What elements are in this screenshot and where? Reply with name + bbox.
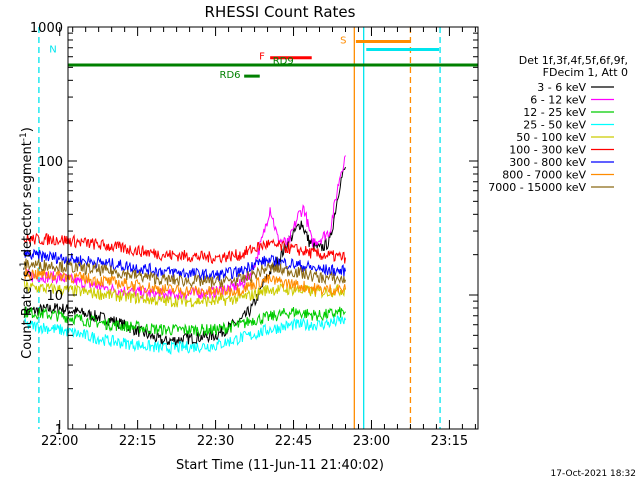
x-tick-label-1: 22:00 bbox=[41, 434, 78, 449]
legend-entry-1: 6 - 12 keV bbox=[530, 94, 586, 107]
legend: Det 1f,3f,4f,5f,6f,9f,FDecim 1, Att 0 3 -… bbox=[488, 54, 628, 194]
series-line-0 bbox=[23, 166, 346, 346]
series-line-1 bbox=[23, 155, 346, 301]
series-line-3 bbox=[23, 314, 346, 355]
y-tick-label-0: 1 bbox=[55, 423, 63, 438]
plot-frame bbox=[67, 26, 479, 430]
y-tick-label-3: 1000 bbox=[30, 21, 63, 36]
x-axis-label: Start Time (11-Jun-11 21:40:02) bbox=[176, 458, 384, 473]
y-tick-label-1: 10 bbox=[46, 289, 63, 304]
series-line-6 bbox=[23, 248, 346, 281]
y-axis-label: Count Rate (s-1 detector segment-1) bbox=[19, 127, 35, 359]
x-tick-label-5: 23:00 bbox=[353, 434, 390, 449]
legend-entry-5: 100 - 300 keV bbox=[509, 144, 586, 157]
legend-entry-4: 50 - 100 keV bbox=[516, 131, 586, 144]
annotation-label-f: F bbox=[259, 52, 265, 63]
series-line-5 bbox=[23, 232, 346, 265]
legend-entry-6: 300 - 800 keV bbox=[509, 156, 586, 169]
series-line-2 bbox=[23, 306, 346, 338]
attenuator-annotations: N S F RD9 RD6 bbox=[38, 27, 478, 429]
legend-entry-0: 3 - 6 keV bbox=[537, 81, 586, 94]
series-line-8 bbox=[23, 257, 346, 288]
x-tick-label-2: 22:15 bbox=[119, 434, 156, 449]
axis-ticks: 110100100021:4522:0022:1522:3022:4523:00… bbox=[0, 21, 478, 449]
x-tick-label-4: 22:45 bbox=[275, 434, 312, 449]
footer-date: 17-Oct-2021 18:32 bbox=[551, 469, 636, 479]
y-tick-label-2: 100 bbox=[38, 155, 63, 170]
annotation-label-rd6: RD6 bbox=[220, 70, 241, 81]
annotation-label-rd9: RD9 bbox=[273, 56, 294, 67]
annotation-label-n: N bbox=[49, 44, 56, 55]
x-tick-label-3: 22:30 bbox=[197, 434, 234, 449]
legend-entry-2: 12 - 25 keV bbox=[523, 106, 586, 119]
annotation-label-s: S bbox=[340, 35, 346, 46]
series-line-4 bbox=[23, 280, 346, 308]
series-line-7 bbox=[23, 267, 346, 297]
data-series bbox=[23, 155, 346, 355]
legend-entry-8: 7000 - 15000 keV bbox=[488, 181, 586, 194]
x-tick-label-6: 23:15 bbox=[431, 434, 468, 449]
chart-title: RHESSI Count Rates bbox=[205, 3, 356, 21]
legend-header-1: FDecim 1, Att 0 bbox=[543, 66, 628, 79]
legend-entry-3: 25 - 50 keV bbox=[523, 119, 586, 132]
legend-entry-7: 800 - 7000 keV bbox=[502, 169, 586, 182]
legend-header-0: Det 1f,3f,4f,5f,6f,9f, bbox=[519, 54, 628, 67]
